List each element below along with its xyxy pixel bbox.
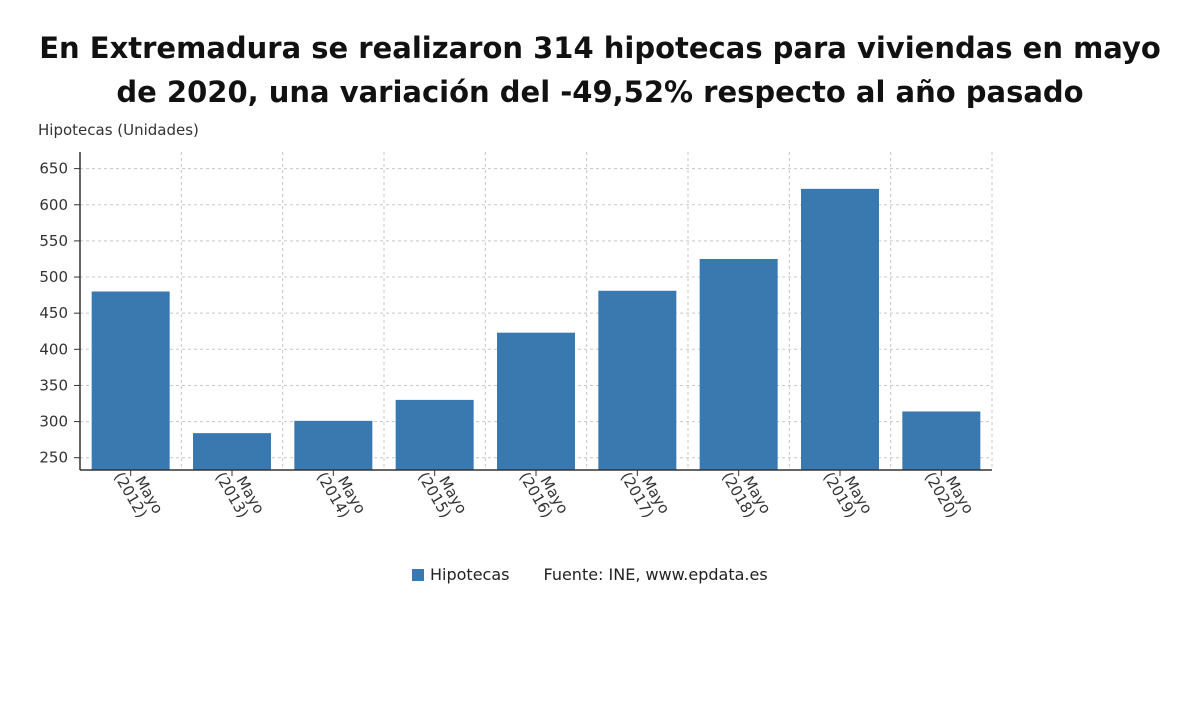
bar-2013: [193, 433, 271, 470]
y-tick-label-300: 300: [39, 413, 68, 431]
legend: Hipotecas Fuente: INE, www.epdata.es: [412, 565, 768, 584]
y-tick-label-250: 250: [39, 449, 68, 467]
bar-2019: [801, 188, 879, 471]
bar-2016: [497, 332, 575, 470]
legend-swatch-hipotecas: [412, 568, 424, 581]
bar-2020: [902, 411, 981, 470]
y-tick-label-450: 450: [39, 304, 68, 322]
bar-2018: [699, 258, 778, 470]
bar-2012: [91, 291, 170, 470]
y-tick-label-500: 500: [39, 268, 68, 286]
chart-title: En Extremadura se realizaron 314 hipotec…: [0, 26, 1200, 114]
y-tick-label-350: 350: [39, 376, 68, 394]
y-tick-label-400: 400: [39, 340, 68, 358]
chart-title-line-2: de 2020, una variación del -49,52% respe…: [116, 75, 1084, 109]
bar-2015: [395, 399, 474, 470]
y-axis-label: Hipotecas (Unidades): [38, 121, 199, 139]
y-tick-label-600: 600: [39, 196, 68, 214]
legend-label-hipotecas: Hipotecas: [430, 565, 510, 584]
x-tick-label-2012: Mayo(2012): [110, 461, 167, 525]
source-note: Fuente: INE, www.epdata.es: [543, 565, 768, 584]
bar-2014: [294, 420, 373, 470]
chart-title-line-1: En Extremadura se realizaron 314 hipotec…: [39, 31, 1161, 65]
y-tick-label-650: 650: [39, 160, 68, 178]
y-tick-label-550: 550: [39, 232, 68, 250]
bar-2017: [598, 290, 677, 470]
